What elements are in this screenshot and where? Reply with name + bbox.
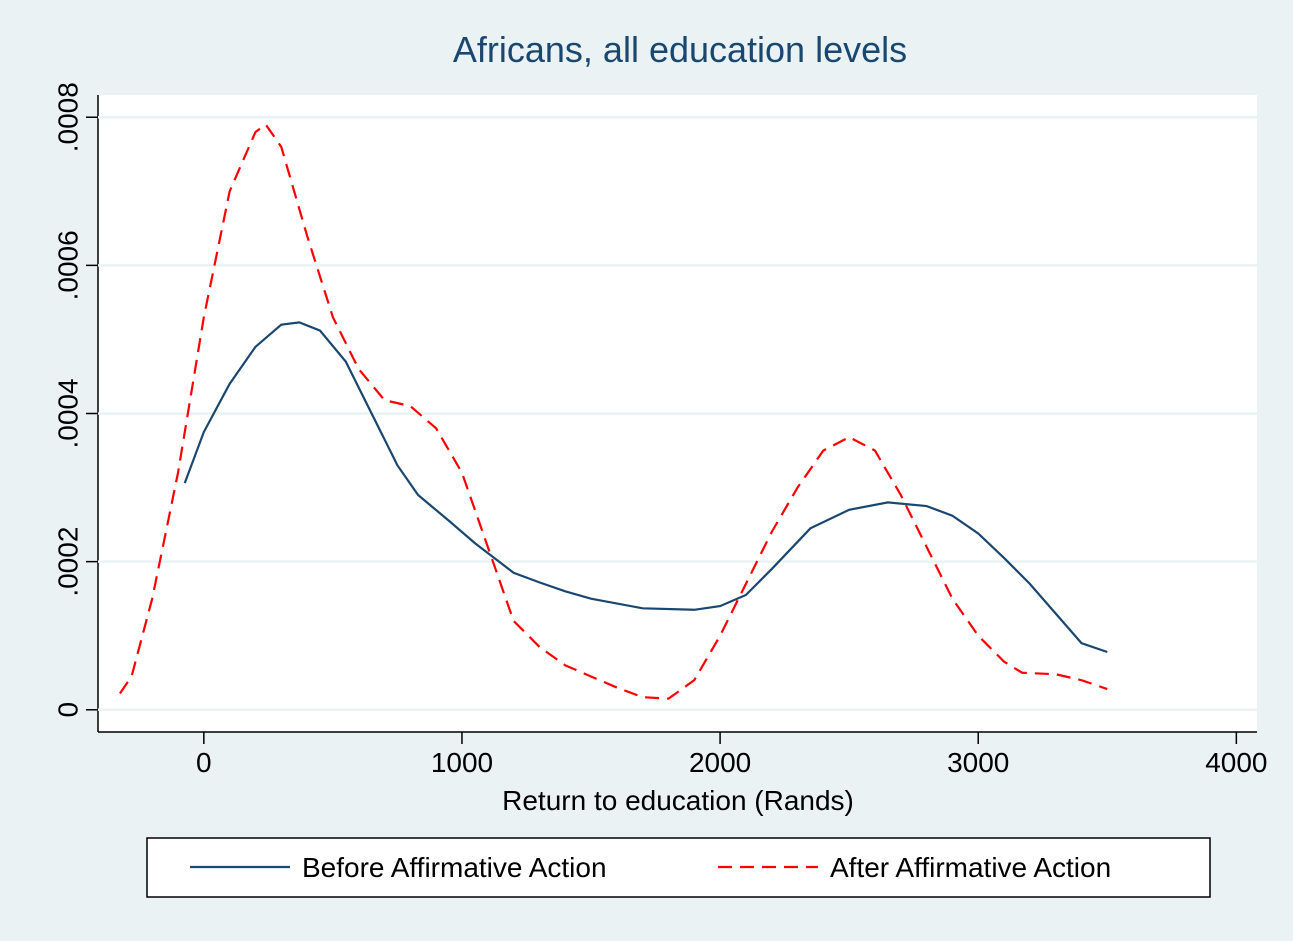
y-tick-label: 0 xyxy=(52,702,83,718)
legend-label: After Affirmative Action xyxy=(830,852,1111,883)
x-tick-label: 3000 xyxy=(947,747,1009,778)
series-line xyxy=(183,321,1108,654)
legend-label: Before Affirmative Action xyxy=(302,852,607,883)
chart-title: Africans, all education levels xyxy=(453,29,907,70)
y-tick-label: .0002 xyxy=(52,527,83,597)
x-tick-label: 2000 xyxy=(689,747,751,778)
x-tick-label: 0 xyxy=(196,747,212,778)
x-axis-label: Return to education (Rands) xyxy=(502,785,854,816)
x-tick-label: 4000 xyxy=(1205,747,1267,778)
y-tick-label: .0006 xyxy=(52,230,83,300)
series-line xyxy=(119,123,1108,700)
y-tick-label: .0004 xyxy=(52,378,83,448)
x-tick-label: 1000 xyxy=(431,747,493,778)
y-tick-label: .0008 xyxy=(52,82,83,152)
legend xyxy=(146,837,1211,898)
